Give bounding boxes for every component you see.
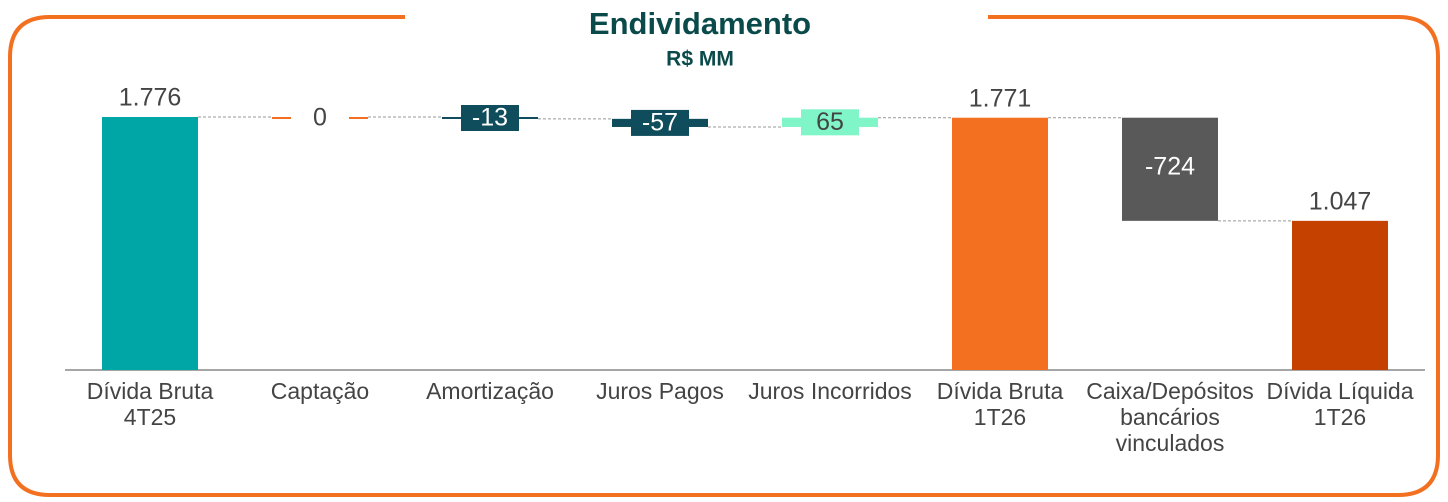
bar	[1122, 117, 1218, 221]
value-label: 1.776	[119, 84, 182, 112]
label-box	[291, 105, 349, 131]
value-label: 65	[816, 108, 844, 136]
chart-subtitle: R$ MM	[666, 48, 734, 71]
x-tick-label: Juros Incorridos	[748, 378, 912, 404]
x-tick-label: Dívida Líquida 1T26	[1266, 378, 1414, 430]
value-label: -724	[1145, 152, 1195, 180]
x-tick-label: Juros Pagos	[596, 378, 724, 404]
x-tick-label: Amortização	[426, 378, 554, 404]
x-tick-label: Caixa/Depósitos bancários vinculados	[1086, 378, 1254, 456]
value-label: 1.047	[1309, 187, 1372, 215]
x-tick-label: Dívida Bruta 1T26	[936, 378, 1064, 430]
label-box	[461, 105, 519, 131]
value-label: -57	[642, 109, 678, 137]
bar	[102, 117, 198, 370]
label-box	[631, 109, 689, 136]
bar	[1292, 220, 1388, 370]
x-tick-label: Dívida Bruta 4T25	[86, 378, 214, 430]
label-box	[801, 109, 859, 136]
value-label: 0	[313, 104, 327, 132]
bar	[952, 117, 1048, 370]
value-label: 1.771	[969, 84, 1032, 112]
frame	[8, 15, 1440, 497]
x-tick-label: Captação	[270, 378, 370, 404]
value-label: -13	[472, 104, 508, 132]
chart-title: Endividamento	[589, 6, 811, 41]
